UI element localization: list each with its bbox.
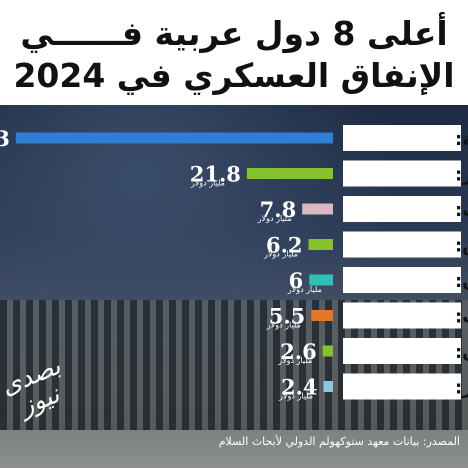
category-box: [343, 125, 461, 151]
value-label: 5.5: [269, 304, 306, 329]
category-label: العراق:: [455, 236, 468, 257]
category-label: الجزائر:: [455, 165, 468, 186]
bar: [311, 310, 333, 321]
category-label: السعودية:: [455, 129, 468, 150]
category-box: [343, 231, 461, 258]
bar: [309, 274, 333, 286]
category-box: [343, 267, 461, 293]
bar: [246, 168, 333, 179]
category-box: [343, 338, 461, 364]
source-note: المصدر: بيانات معهد ستوكهولم الدولي لأبح…: [218, 435, 460, 448]
value-label: 2.6: [280, 339, 317, 364]
bar: [308, 239, 333, 250]
title-area: أعلى 8 دول عربية فــــــي الإنفاق العسكر…: [0, 0, 468, 105]
category-label: مصر:: [455, 378, 468, 399]
category-label: المغرب:: [455, 307, 468, 328]
category-box: [343, 160, 461, 187]
value-label: 7.8: [260, 197, 297, 222]
value-label: 2.4: [281, 375, 318, 400]
bar: [302, 203, 333, 215]
unit-label: مليار دولار: [287, 285, 322, 294]
category-label: الأردن:: [455, 341, 468, 363]
value-label: 6: [289, 268, 304, 293]
bar: [323, 381, 333, 392]
category-box: [343, 373, 461, 400]
value-label: 21.8: [190, 162, 241, 187]
category-label: سلطنة عُمان:: [455, 270, 468, 292]
unit-label: مليار دولار: [263, 250, 298, 259]
unit-label: مليار دولار: [278, 392, 313, 401]
value-label: 6.2: [266, 233, 303, 258]
category-box: [343, 196, 461, 222]
bar: [322, 345, 333, 357]
unit-label: مليار دولار: [277, 356, 312, 365]
value-label: 80.3: [0, 126, 10, 151]
bar: [15, 132, 333, 144]
unit-label: مليار دولار: [257, 214, 292, 223]
chart-title-line2: الإنفاق العسكري في 2024: [13, 56, 455, 95]
category-box: [343, 302, 461, 329]
chart-title-line1: أعلى 8 دول عربية فــــــي: [20, 14, 448, 53]
unit-label: مليار دولار: [266, 321, 301, 330]
category-label: الكويت:: [455, 200, 468, 221]
unit-label: مليار دولار: [190, 179, 225, 188]
